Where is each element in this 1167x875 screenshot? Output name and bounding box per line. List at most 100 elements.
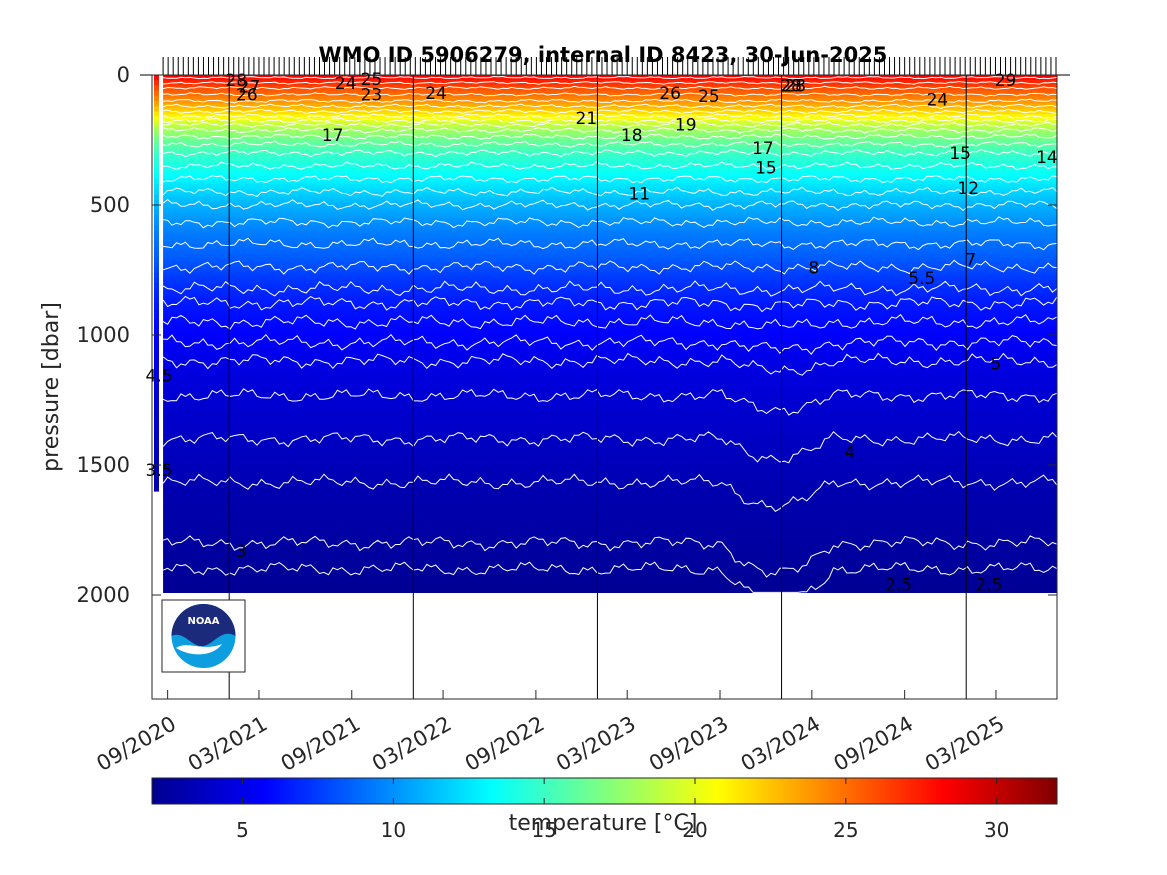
- temperature-band: [163, 587, 1057, 591]
- temperature-band: [163, 470, 1057, 474]
- temperature-band: [163, 462, 1057, 466]
- early-profile-band: [154, 132, 159, 138]
- temperature-band: [163, 280, 1057, 284]
- temperature-band: [163, 374, 1057, 378]
- temperature-band: [163, 467, 1057, 471]
- early-profile-band: [154, 121, 159, 128]
- temperature-band: [163, 366, 1057, 370]
- temperature-band: [163, 127, 1057, 131]
- temperature-band: [163, 488, 1057, 492]
- temperature-band: [163, 194, 1057, 198]
- temperature-band: [163, 407, 1057, 411]
- temperature-band: [163, 483, 1057, 487]
- contour-line: [163, 108, 1057, 115]
- early-profile-band: [154, 111, 159, 118]
- temperature-band: [163, 449, 1057, 453]
- contour-line: [162, 85, 1057, 91]
- contour-label: 28: [780, 76, 802, 96]
- temperature-band: [163, 576, 1057, 580]
- early-profile-band: [154, 137, 159, 144]
- contour-line: [162, 148, 1057, 158]
- temperature-band: [163, 517, 1057, 521]
- temperature-band: [163, 457, 1057, 461]
- early-profile-band: [154, 465, 159, 471]
- early-profile-band: [154, 485, 159, 492]
- colorbar-gradient: [151, 777, 1058, 805]
- temperature-band: [163, 270, 1057, 274]
- early-profile-band: [154, 314, 159, 320]
- colorbar-tick-label: 10: [381, 818, 406, 842]
- temperature-band: [163, 207, 1057, 211]
- temperature-band: [163, 90, 1057, 94]
- contour-line: [163, 140, 1057, 148]
- temperature-band: [163, 543, 1057, 547]
- temperature-band: [163, 327, 1057, 331]
- temperature-band: [163, 459, 1057, 463]
- contour-line: [163, 92, 1057, 97]
- temperature-band: [163, 163, 1057, 167]
- temperature-band: [163, 501, 1057, 505]
- early-profile-band: [154, 340, 159, 346]
- temperature-band: [163, 387, 1057, 391]
- temperature-band: [163, 485, 1057, 489]
- temperature-band: [163, 137, 1057, 141]
- x-tick-label: 03/2022: [368, 712, 456, 776]
- temperature-field: [154, 75, 1057, 593]
- temperature-band: [163, 509, 1057, 513]
- contour-label: 28: [784, 76, 806, 96]
- temperature-band: [163, 199, 1057, 203]
- x-tick-label: 03/2023: [552, 712, 640, 776]
- colorbar-tick-label: 20: [682, 818, 707, 842]
- temperature-band: [163, 202, 1057, 206]
- temperature-band: [163, 249, 1057, 253]
- contour-line: [163, 75, 1057, 80]
- contour-label: 4: [844, 443, 855, 463]
- early-profile-band: [154, 376, 159, 383]
- early-profile-band: [154, 355, 159, 362]
- temperature-band: [163, 550, 1057, 554]
- contour-label: 19: [675, 115, 697, 135]
- temperature-band: [163, 532, 1057, 536]
- early-profile-band: [154, 173, 159, 180]
- early-profile-band: [154, 418, 159, 424]
- temperature-band: [163, 275, 1057, 279]
- temperature-band: [163, 384, 1057, 388]
- temperature-band: [163, 197, 1057, 201]
- temperature-band: [163, 402, 1057, 406]
- temperature-band: [163, 537, 1057, 541]
- contour-label: 5.5: [908, 269, 935, 289]
- temperature-band: [163, 215, 1057, 219]
- temperature-band: [163, 231, 1057, 235]
- temperature-band: [163, 530, 1057, 534]
- temperature-band: [163, 400, 1057, 404]
- temperature-band: [163, 589, 1057, 593]
- early-profile-band: [154, 277, 159, 284]
- early-profile-band: [154, 147, 159, 154]
- temperature-band: [163, 103, 1057, 107]
- temperature-band: [163, 361, 1057, 365]
- temperature-band: [163, 119, 1057, 123]
- early-profile-band: [154, 433, 159, 440]
- contour-line: [163, 175, 1057, 184]
- noaa-logo: NOAA: [161, 599, 246, 673]
- x-tick-label: 09/2024: [830, 712, 918, 776]
- temperature-band: [163, 75, 1057, 79]
- early-profile-band: [154, 361, 159, 367]
- contour-line: [163, 80, 1057, 85]
- early-profile-band: [154, 153, 159, 159]
- x-tick-label: 03/2024: [737, 712, 825, 776]
- contour-line: [162, 280, 1057, 297]
- contour-line: [162, 535, 1057, 578]
- temperature-band: [163, 288, 1057, 292]
- temperature-band: [163, 350, 1057, 354]
- temperature-band: [163, 179, 1057, 183]
- early-profile-band: [154, 116, 159, 123]
- temperature-band: [163, 283, 1057, 287]
- contour-line: [162, 388, 1057, 416]
- temperature-band: [163, 478, 1057, 482]
- temperature-band: [163, 420, 1057, 424]
- contour-label: 15: [949, 144, 971, 164]
- temperature-band: [163, 233, 1057, 237]
- temperature-band: [163, 428, 1057, 432]
- contour-label: 25: [698, 87, 720, 107]
